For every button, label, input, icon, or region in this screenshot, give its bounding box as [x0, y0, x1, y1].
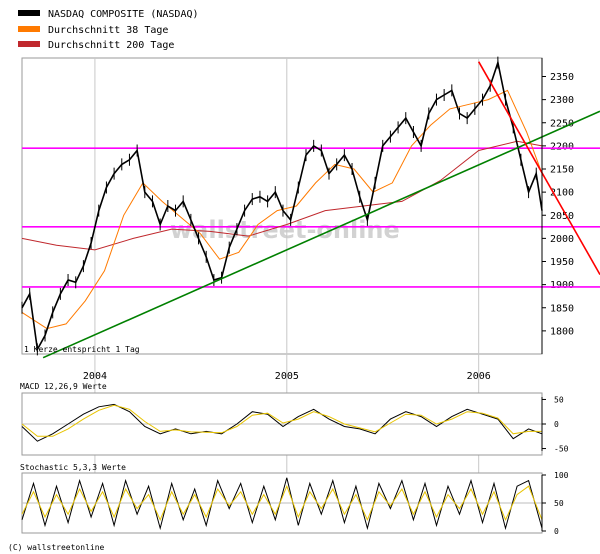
ma38-line: [21, 89, 543, 330]
y-tick-label: 2300: [550, 95, 574, 106]
legend: NASDAQ COMPOSITE (NASDAQ) Durchschnitt 3…: [18, 9, 199, 51]
y-tick-label: 1850: [550, 303, 574, 314]
macd-title: MACD 12,26,9 Werte: [20, 382, 107, 391]
x-tick-label: 2006: [467, 371, 491, 382]
stochastic-y-tick-label: 0: [554, 527, 559, 536]
y-tick-label: 2100: [550, 188, 574, 199]
macd-line-macd: [21, 403, 543, 442]
legend-label-ma38: Durchschnitt 38 Tage: [48, 25, 168, 36]
y-tick-label: 2350: [550, 72, 574, 83]
y-tick-label: 2000: [550, 234, 574, 245]
trendline-green: [42, 110, 600, 359]
stochastic-title: Stochastic 5,3,3 Werte: [20, 463, 126, 472]
candle-note: 1 Kerze entspricht 1 Tag: [24, 345, 140, 354]
macd-marks: -50 0 50: [21, 395, 569, 454]
price-panel: wallstreet-online 2004 2005 2006 1800 1850 19…: [21, 56, 600, 533]
stochastic-line-d: [21, 484, 543, 522]
ma200-line: [21, 140, 543, 251]
y-tick-label: 2250: [550, 118, 574, 129]
stochastic-marks: 0 50 100: [21, 471, 569, 536]
legend-swatch-nasdaq: [18, 10, 40, 16]
trendline-red: [477, 61, 600, 275]
macd-y-tick-label: 50: [554, 395, 564, 404]
macd-y-tick-label: -50: [554, 445, 569, 454]
y-tick-label: 2050: [550, 211, 574, 222]
macd-line-signal: [21, 404, 542, 437]
watermark: wallstreet-online: [170, 216, 400, 244]
legend-swatch-ma200: [18, 41, 40, 47]
x-tick-label: 2005: [275, 371, 299, 382]
x-tick-label: 2004: [83, 371, 107, 382]
y-tick-label: 1950: [550, 257, 574, 268]
macd-panel: MACD 12,26,9 Werte -50 0 50: [20, 382, 569, 456]
stochastic-y-tick-label: 50: [554, 499, 564, 508]
macd-y-tick-label: 0: [554, 420, 559, 429]
legend-label-ma200: Durchschnitt 200 Tage: [48, 40, 174, 51]
y-tick-label: 1900: [550, 280, 574, 291]
copyright-footer: (C) wallstreetonline: [8, 543, 105, 552]
y-tick-label: 2150: [550, 165, 574, 176]
y-tick-label: 2200: [550, 141, 574, 152]
legend-swatch-ma38: [18, 26, 40, 32]
price-marks: 2004 2005 2006 1800 1850 1900 1950 2000 2050 2100…: [21, 56, 600, 533]
stochastic-y-tick-label: 100: [554, 471, 569, 480]
y-tick-label: 1800: [550, 326, 574, 337]
stochastic-panel: Stochastic 5,3,3 Werte 0 50 100: [20, 463, 569, 536]
legend-label-nasdaq: NASDAQ COMPOSITE (NASDAQ): [48, 9, 199, 20]
